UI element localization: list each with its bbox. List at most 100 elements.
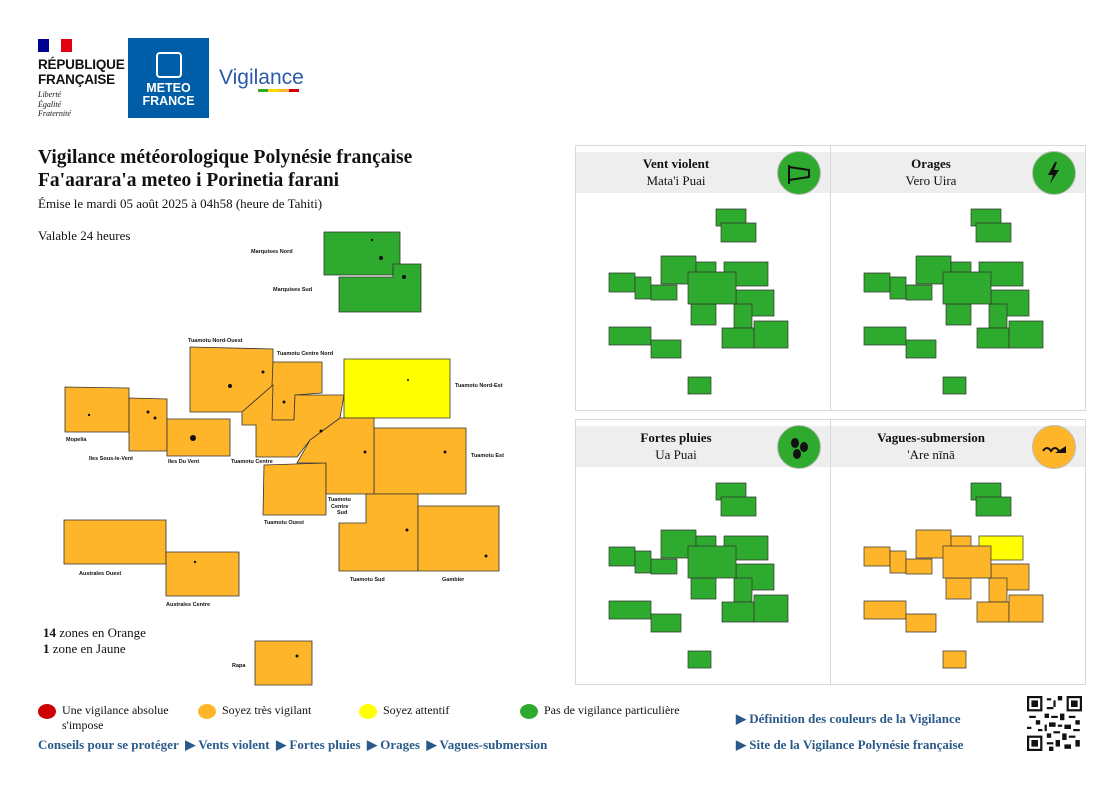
panel-fortes-pluies[interactable]: Fortes pluies Ua Puai: [575, 419, 831, 685]
label-tuamotu-nord-ouest: Tuamotu Nord-Ouest: [188, 338, 243, 344]
panel-vent-violent[interactable]: Vent violent Mata'i Puai: [575, 145, 831, 411]
panel-vagues-submersion[interactable]: Vagues-submersion 'Are nīnā: [830, 419, 1086, 685]
label-iles-sous-le-vent: Iles Sous-le-Vent: [89, 456, 133, 462]
zone-marquises-nord[interactable]: [323, 231, 401, 276]
definition-link[interactable]: ▶ Définition des couleurs de la Vigilanc…: [736, 711, 961, 726]
legend-green: Pas de vigilance particulière: [520, 703, 680, 719]
label-tuamotu-sud: Tuamotu Sud: [350, 577, 385, 583]
legend-yellow-label: Soyez attentif: [383, 703, 450, 717]
mini-zone: [863, 326, 907, 346]
mini-zone: [988, 577, 1008, 603]
label-marquises-sud: Marquises Sud: [273, 287, 312, 293]
zone-tuamotu-ouest[interactable]: [262, 462, 327, 516]
site-link[interactable]: ▶ Site de la Vigilance Polynésie françai…: [736, 737, 964, 752]
mini-map-vent: [608, 208, 789, 395]
panel-title: Fortes pluies: [640, 430, 712, 445]
mini-zone: [733, 577, 753, 603]
mini-zone: [988, 303, 1008, 329]
mini-zone: [905, 284, 933, 301]
label-tuamotu-ouest: Tuamotu Ouest: [264, 520, 304, 526]
mini-zone: [608, 600, 652, 620]
mini-zone: [721, 327, 755, 349]
page-title: Vigilance météorologique Polynésie franç…: [38, 147, 413, 191]
zone-rapa[interactable]: [254, 640, 313, 686]
republic-motto: Liberté Égalité Fraternité: [38, 90, 71, 118]
lightning-icon: [1032, 151, 1076, 195]
mini-zone: [720, 222, 757, 243]
mini-zone: [608, 546, 636, 567]
label-tuamotu-centre-nord: Tuamotu Centre Nord: [277, 351, 333, 357]
zone-tuamotu-nord-est[interactable]: [343, 358, 451, 419]
mini-zone: [650, 613, 682, 633]
label-tuamotu-centre: Tuamotu Centre: [231, 459, 273, 465]
mini-zone: [889, 550, 907, 574]
legend-red-label: Une vigilance absolue s'impose: [62, 703, 169, 732]
mini-zone: [942, 545, 992, 579]
legend-orange-dot: [198, 704, 216, 719]
vents-link[interactable]: ▶ Vents violent: [185, 737, 270, 752]
mini-zone: [687, 545, 737, 579]
mini-zone: [690, 303, 717, 326]
panel-subtitle: 'Are nīnā: [907, 447, 955, 462]
zone-tuamotu-sud[interactable]: [338, 493, 419, 572]
mini-zone: [608, 326, 652, 346]
mini-zone: [905, 558, 933, 575]
vagues-link[interactable]: ▶ Vagues-submersion: [426, 737, 548, 752]
zone-tuamotu-centre-sud[interactable]: [296, 417, 375, 495]
wind-sock-icon: [777, 151, 821, 195]
panel-title: Orages: [911, 156, 951, 171]
mini-zone: [690, 577, 717, 600]
zone-australes-ouest[interactable]: [63, 519, 167, 565]
rain-drops-icon: [777, 425, 821, 469]
qr-code-icon[interactable]: [1027, 696, 1082, 751]
mini-zone: [608, 272, 636, 293]
mini-zone: [945, 303, 972, 326]
legend-orange-label: Soyez très vigilant: [222, 703, 312, 717]
mini-zone: [1008, 594, 1044, 623]
panel-orages[interactable]: Orages Vero Uira: [830, 145, 1086, 411]
zone-iles-du-vent[interactable]: [166, 418, 231, 457]
zone-gambier[interactable]: [417, 505, 500, 572]
mini-zone: [863, 272, 891, 293]
mini-zone: [942, 650, 967, 669]
issued-date: Émise le mardi 05 août 2025 à 04h58 (heu…: [38, 196, 323, 211]
conseils-link[interactable]: Conseils pour se protéger: [38, 737, 179, 752]
legend-yellow-dot: [359, 704, 377, 719]
label-australes-centre: Australes Centre: [166, 602, 210, 608]
main-vigilance-map: Marquises Nord Marquises Sud Tuamotu Nor…: [63, 231, 504, 686]
mini-zone: [942, 376, 967, 395]
legend-green-dot: [520, 704, 538, 719]
advice-links: Conseils pour se protéger ▶ Vents violen…: [38, 737, 547, 753]
mini-zone: [905, 339, 937, 359]
legend-red: Une vigilance absolue s'impose: [38, 703, 188, 733]
mini-zone: [976, 327, 1010, 349]
zone-tuamotu-est[interactable]: [373, 427, 467, 495]
zone-iles-sous-le-vent[interactable]: [128, 397, 168, 452]
zone-australes-centre[interactable]: [165, 551, 240, 597]
mini-zone: [721, 601, 755, 623]
panel-subtitle: Ua Puai: [655, 447, 697, 462]
label-tuamotu-centre-sud-2: Centre: [331, 504, 348, 510]
mini-zone: [650, 284, 678, 301]
zone-marquises-sud[interactable]: [338, 263, 422, 313]
meteo-line2: FRANCE: [142, 94, 195, 108]
zone-mopelia[interactable]: [64, 386, 130, 433]
pluies-link[interactable]: ▶ Fortes pluies: [276, 737, 361, 752]
legend-yellow: Soyez attentif: [359, 703, 449, 719]
mini-zone: [720, 496, 757, 517]
republique-francaise-logo: RÉPUBLIQUE FRANÇAISE Liberté Égalité Fra…: [38, 39, 125, 119]
label-rapa: Rapa: [232, 663, 246, 669]
panel-subtitle: Vero Uira: [905, 173, 957, 188]
mini-zone: [687, 376, 712, 395]
panel-title: Vent violent: [642, 156, 710, 171]
mini-zone: [863, 546, 891, 567]
mini-map-vagues: [863, 482, 1044, 669]
label-mopelia: Mopelia: [66, 437, 87, 443]
mini-zone: [1008, 320, 1044, 349]
mini-zone: [976, 601, 1010, 623]
mini-zone: [942, 271, 992, 305]
mini-map-pluies: [608, 482, 789, 669]
mini-zone: [863, 600, 907, 620]
island-markers: [87, 238, 488, 658]
orages-link[interactable]: ▶ Orages: [367, 737, 420, 752]
